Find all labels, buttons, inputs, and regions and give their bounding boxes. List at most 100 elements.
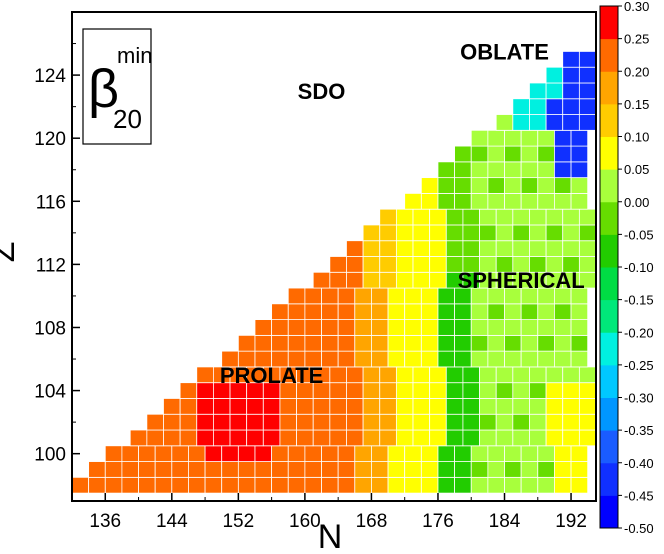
x-tick-label: 152	[222, 511, 254, 532]
colorbar-swatch	[600, 267, 618, 301]
heatmap-cell	[412, 413, 431, 431]
heatmap-cell	[470, 334, 489, 352]
heatmap-cell	[470, 319, 489, 336]
heatmap-cell	[520, 319, 539, 336]
heatmap-cell	[379, 366, 397, 384]
heatmap-cell	[512, 240, 530, 257]
heatmap-cell	[487, 303, 505, 320]
heatmap-cell	[179, 413, 198, 431]
heatmap-cell	[254, 461, 273, 478]
heatmap-cell	[287, 476, 306, 494]
heatmap-cell	[387, 461, 406, 478]
colorbar-tick-label: 0.20	[624, 64, 649, 79]
heatmap-cell	[287, 334, 306, 352]
colorbar-swatch	[600, 136, 618, 170]
heatmap-cell	[487, 177, 505, 194]
heatmap-cell	[429, 208, 447, 226]
heatmap-cell	[562, 413, 580, 431]
heatmap-cell	[487, 476, 505, 494]
heatmap-cell	[437, 461, 456, 478]
y-tick-label: 108	[34, 318, 66, 339]
heatmap-cell	[412, 208, 431, 226]
x-tick-label: 160	[289, 511, 321, 532]
heatmap-cell	[88, 461, 106, 478]
heatmap-cell	[562, 382, 580, 399]
heatmap-cell	[221, 445, 239, 462]
heatmap-cell	[429, 429, 447, 447]
heatmap-cell	[287, 319, 306, 336]
heatmap-cell	[512, 429, 530, 447]
heatmap-cell	[512, 98, 530, 115]
colorbar-swatch	[600, 462, 618, 496]
heatmap-cell	[520, 177, 539, 194]
heatmap-cell	[554, 445, 572, 462]
heatmap-cell	[562, 98, 580, 115]
heatmap-cell	[512, 413, 530, 431]
heatmap-cell	[412, 398, 431, 415]
heatmap-cell	[271, 303, 289, 320]
heatmap-cell	[429, 413, 447, 431]
heatmap-cell	[279, 398, 297, 415]
heatmap-cell	[537, 476, 555, 494]
heatmap-cell	[487, 334, 505, 352]
heatmap-cell	[520, 193, 539, 210]
heatmap-cell	[529, 98, 547, 115]
heatmap-cell	[329, 398, 347, 415]
heatmap-cell	[395, 224, 414, 242]
heatmap-cell	[562, 66, 580, 84]
heatmap-cell	[529, 366, 547, 384]
heatmap-cell	[362, 271, 381, 289]
heatmap-cell	[104, 461, 123, 478]
heatmap-cell	[346, 256, 364, 273]
heatmap-cell	[554, 350, 572, 368]
heatmap-cell	[354, 476, 372, 494]
heatmap-cell	[379, 413, 397, 431]
colorbar-tick-label: 0.30	[624, 0, 649, 14]
heatmap-cell	[379, 240, 397, 257]
heatmap-cell	[570, 145, 589, 163]
heatmap-cell	[495, 240, 514, 257]
heatmap-cell	[437, 445, 456, 462]
heatmap-cell	[570, 303, 589, 320]
heatmap-cell	[487, 161, 505, 179]
y-axis-ticks: 100 104 108 112 116 120 124	[34, 43, 80, 466]
heatmap-cell	[479, 208, 497, 226]
heatmap-cell	[562, 224, 580, 242]
heatmap-cell	[578, 98, 597, 115]
heatmap-cell	[554, 193, 572, 210]
colorbar-swatch	[600, 234, 618, 268]
heatmap-cell	[362, 366, 381, 384]
x-axis-label: N	[318, 518, 343, 554]
heatmap-cell	[121, 461, 139, 478]
heatmap-cell	[479, 398, 497, 415]
region-label: OBLATE	[460, 39, 549, 64]
colorbar-tick-label: 0.10	[624, 130, 649, 145]
heatmap-cell	[362, 240, 381, 257]
heatmap-cell	[163, 413, 181, 431]
heatmap-cell	[437, 350, 456, 368]
heatmap-cell	[479, 382, 497, 399]
heatmap-cell	[554, 461, 572, 478]
colorbar-swatch	[600, 364, 618, 398]
heatmap-cell	[379, 224, 397, 242]
heatmap-cell	[296, 429, 314, 447]
heatmap-cell	[437, 334, 456, 352]
heatmap-cell	[304, 445, 322, 462]
heatmap-cell	[354, 445, 372, 462]
heatmap-cell	[271, 461, 289, 478]
heatmap-cell	[237, 461, 256, 478]
heatmap-cell	[462, 398, 480, 415]
heatmap-cell	[395, 366, 414, 384]
heatmap-cell	[379, 208, 397, 226]
heatmap-cell	[404, 445, 422, 462]
heatmap-cell	[196, 429, 214, 447]
heatmap-cell	[529, 208, 547, 226]
heatmap-cell	[512, 114, 530, 131]
heatmap-cell	[387, 303, 406, 320]
heatmap-cell	[537, 303, 555, 320]
colorbar-tick-label: -0.35	[624, 423, 654, 438]
heatmap-cell	[171, 461, 189, 478]
colorbar-tick-label: -0.45	[624, 488, 654, 503]
heatmap-cell	[562, 208, 580, 226]
heatmap-cell	[279, 413, 297, 431]
